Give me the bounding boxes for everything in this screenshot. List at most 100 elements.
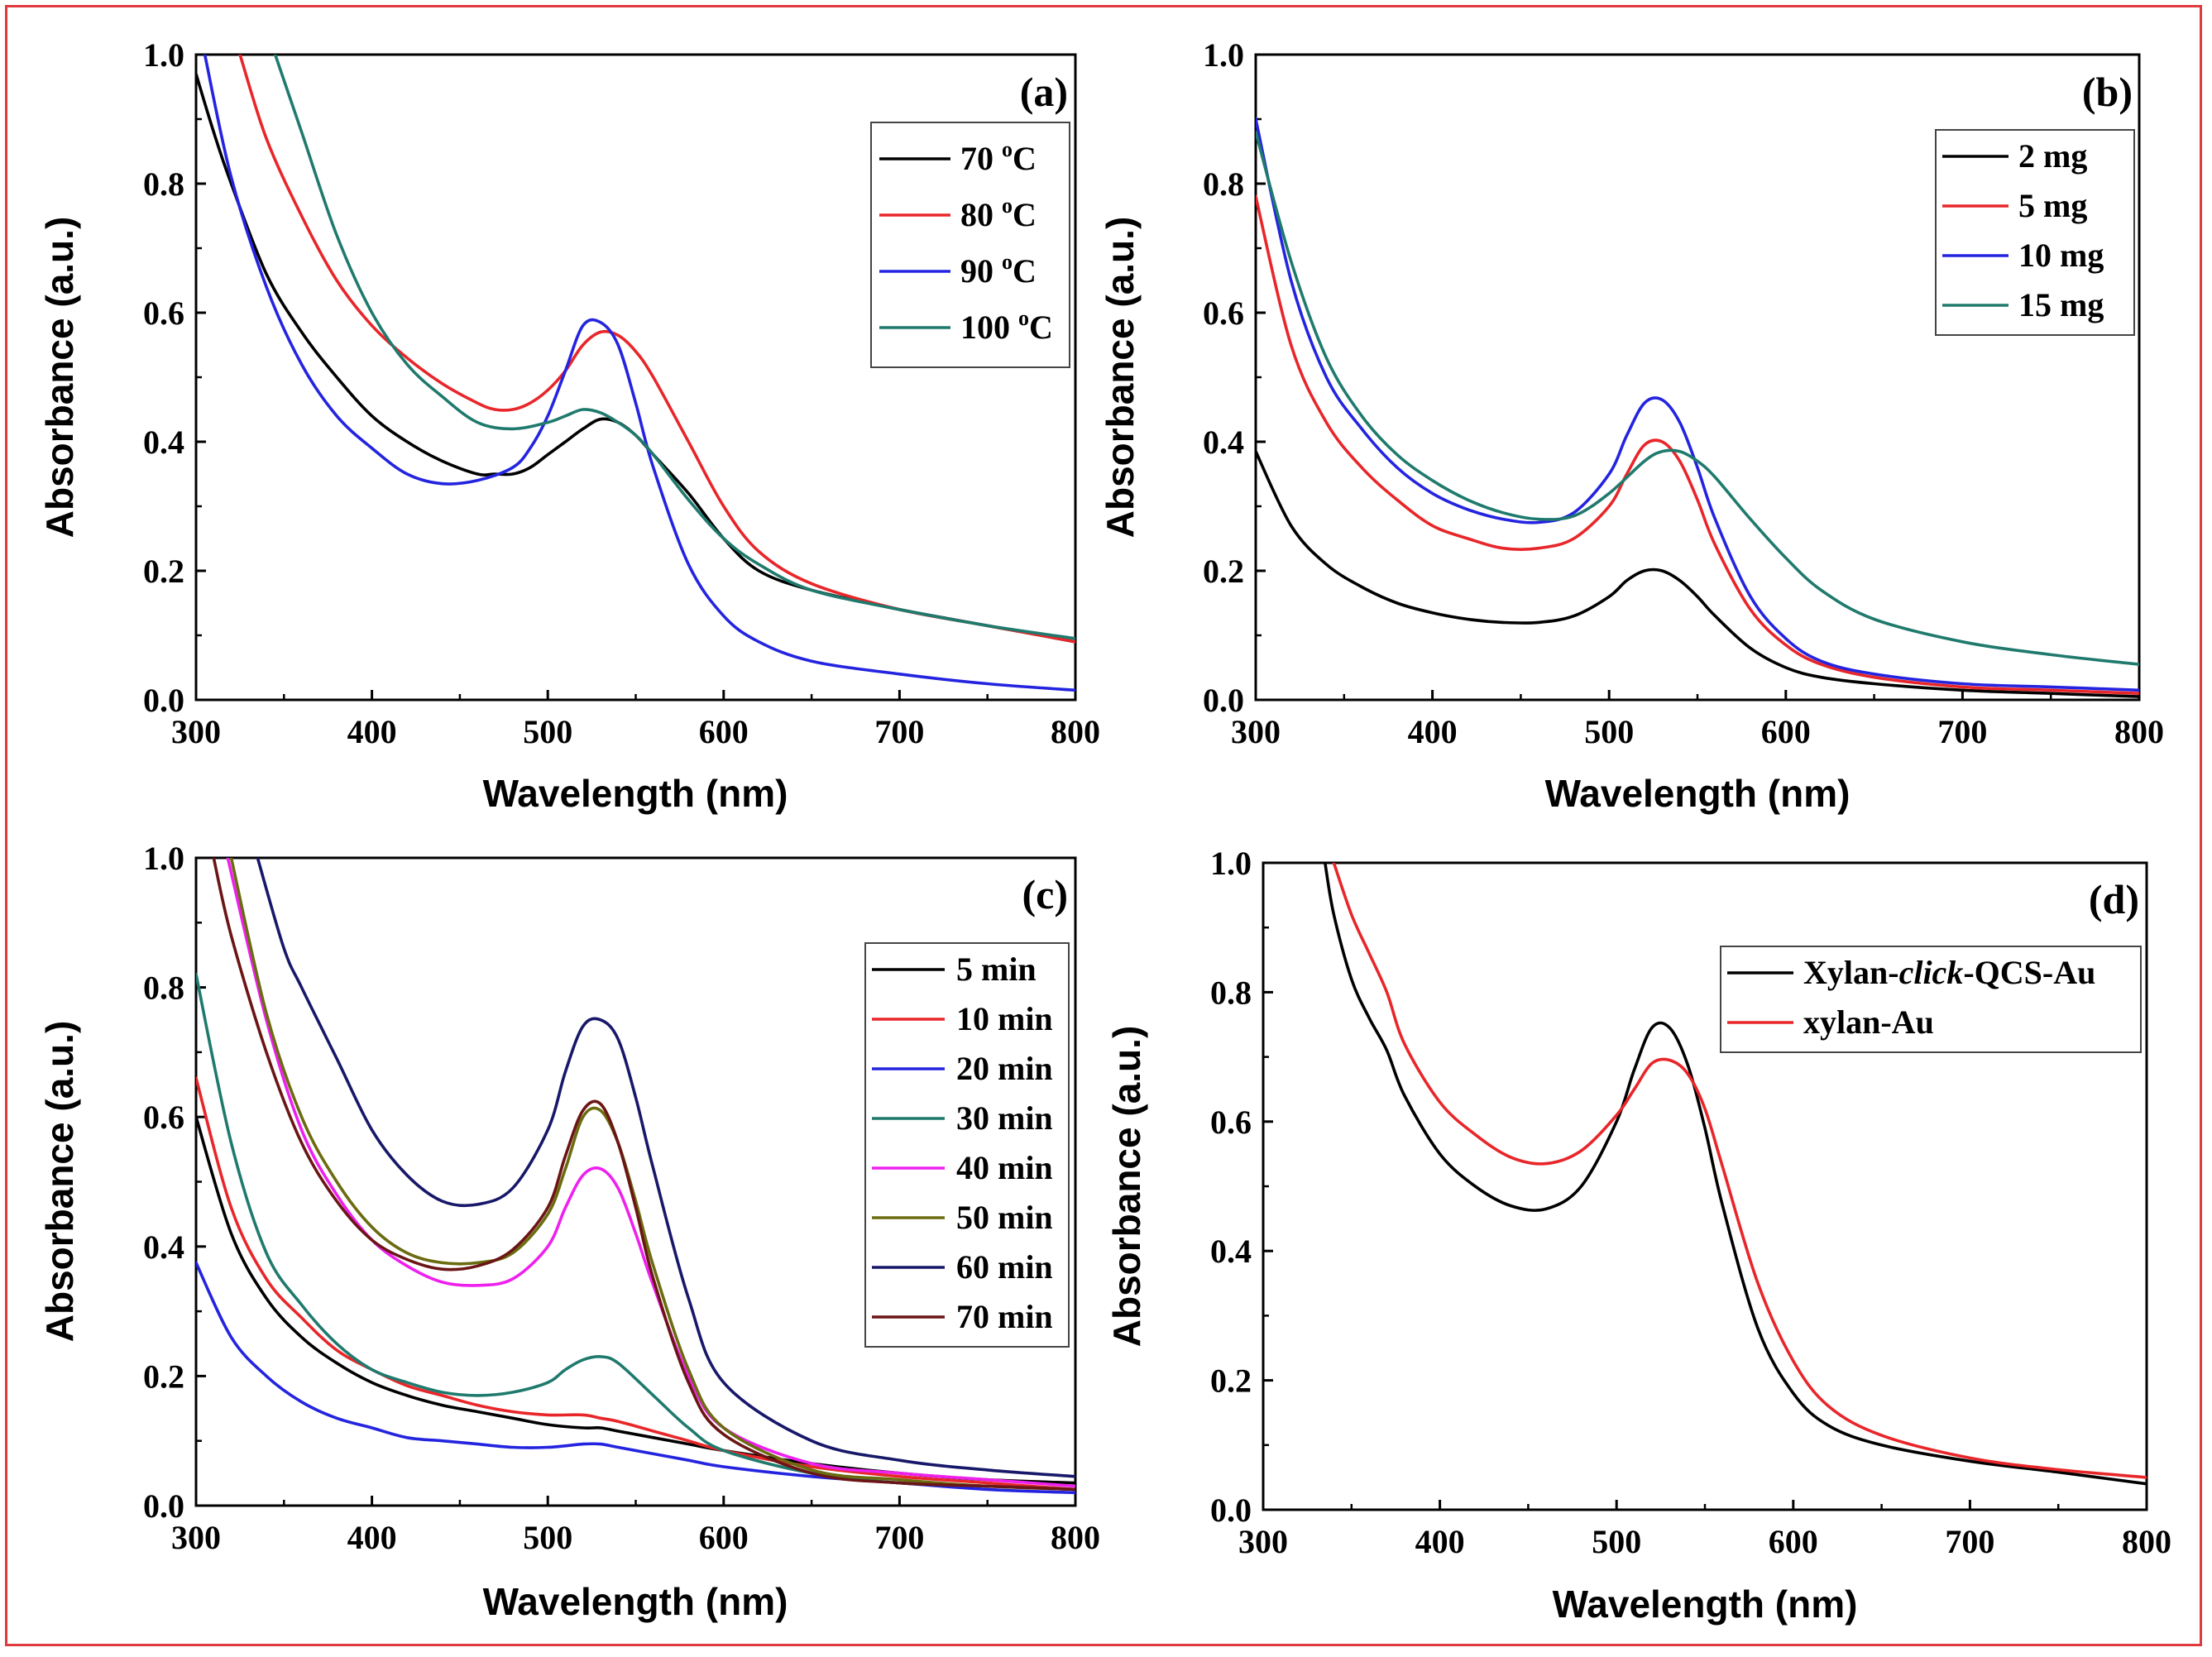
legend-label: 60 min [956, 1248, 1053, 1286]
x-axis-title: Wavelength (nm) [483, 1580, 788, 1623]
y-tick-label: 0.2 [1210, 1362, 1252, 1400]
series-line-15-mg [1256, 130, 2139, 666]
panel-b: Wavelength (nm) Absorbance (a.u.) (b) 30… [1099, 36, 2164, 815]
legend-label: 70 oC [960, 137, 1037, 177]
x-tick-label: 800 [1051, 713, 1100, 750]
x-tick-label: 300 [171, 1519, 221, 1556]
x-axis-title: Wavelength (nm) [1545, 772, 1851, 815]
x-tick-label: 700 [874, 713, 924, 750]
x-tick-label: 700 [874, 1519, 924, 1556]
y-tick-label: 0.6 [143, 295, 184, 332]
x-tick-label: 500 [1592, 1523, 1641, 1560]
series-line-40-min [226, 858, 1075, 1488]
x-tick-label: 400 [347, 1519, 397, 1556]
panel-label: (d) [2089, 876, 2139, 922]
panel-label: (a) [1020, 69, 1068, 115]
y-tick-label: 0.8 [143, 970, 184, 1007]
legend-label: 2 mg [2018, 137, 2087, 175]
x-tick-label: 300 [171, 713, 221, 750]
legend-box [864, 942, 1070, 1348]
x-tick-label: 500 [523, 713, 572, 750]
legend-label: 15 mg [2018, 286, 2104, 323]
y-tick-label: 0.2 [1203, 553, 1244, 590]
y-tick-label: 1.0 [143, 36, 184, 74]
legend: 2 mg 5 mg 10 mg 15 mg [1935, 129, 2135, 336]
y-axis-title: Absorbance (a.u.) [38, 1021, 81, 1343]
y-tick-label: 1.0 [1203, 36, 1244, 74]
panel-c: Wavelength (nm) Absorbance (a.u.) (c) 30… [38, 840, 1100, 1623]
legend-label: 50 min [956, 1199, 1053, 1236]
x-tick-label: 600 [699, 1519, 749, 1556]
y-tick-label: 0.4 [1203, 424, 1244, 461]
legend-label: 90 oC [960, 250, 1037, 290]
series-line-50-min [229, 858, 1075, 1492]
legend-label: 70 min [956, 1298, 1053, 1335]
legend-box [1720, 946, 2142, 1053]
y-tick-label: 0.0 [143, 1487, 184, 1525]
legend-label: 80 oC [960, 194, 1037, 233]
series-line-2-mg [1256, 449, 2139, 698]
legend-label: 40 min [956, 1149, 1053, 1186]
y-tick-label: 0.0 [1210, 1492, 1252, 1529]
x-tick-label: 800 [2114, 713, 2164, 750]
y-tick-label: 0.8 [143, 165, 184, 203]
series-group [1324, 863, 2147, 1486]
series-group [196, 55, 1075, 692]
legend: 5 min 10 min 20 min 30 min 40 min 50 min 60 mi… [864, 942, 1070, 1348]
y-tick-label: 1.0 [1210, 845, 1252, 882]
series-line-80-c [238, 55, 1075, 644]
series-line-xylan-click-qcs-au [1324, 863, 2147, 1486]
x-tick-label: 400 [1415, 1523, 1465, 1560]
y-tick-label: 0.4 [1210, 1233, 1252, 1270]
y-tick-label: 0.0 [1203, 682, 1244, 719]
x-tick-label: 700 [1945, 1523, 1994, 1560]
x-tick-label: 800 [1051, 1519, 1100, 1556]
series-line-5-mg [1256, 194, 2139, 695]
series-group [196, 858, 1075, 1495]
x-tick-label: 500 [1584, 713, 1634, 750]
legend-box [1935, 129, 2135, 336]
series-line-70-c [196, 72, 1075, 644]
x-tick-label: 600 [699, 713, 749, 750]
y-tick-label: 0.2 [143, 1358, 184, 1395]
figure-frame [5, 5, 2202, 1646]
x-tick-label: 300 [1238, 1523, 1288, 1560]
legend-label: 20 min [956, 1050, 1053, 1087]
series-line-70-min [212, 858, 1075, 1492]
series-line-100-c [273, 55, 1075, 640]
panel-a: Wavelength (nm) Absorbance (a.u.) (a) 30… [38, 36, 1100, 815]
y-tick-label: 0.6 [1210, 1104, 1252, 1141]
y-axis-title: Absorbance (a.u.) [1105, 1026, 1148, 1348]
x-tick-label: 500 [523, 1519, 572, 1556]
legend-label: 30 min [956, 1099, 1053, 1137]
x-tick-label: 300 [1231, 713, 1281, 750]
x-tick-label: 600 [1769, 1523, 1818, 1560]
x-tick-label: 800 [2122, 1523, 2171, 1560]
legend-label: 10 mg [2018, 237, 2104, 274]
y-tick-label: 0.4 [143, 1228, 184, 1266]
legend-label: xylan-Au [1803, 1003, 1934, 1041]
y-tick-label: 0.8 [1210, 974, 1252, 1011]
x-tick-label: 400 [1408, 713, 1458, 750]
series-line-60-min [256, 858, 1075, 1478]
legend-label: 10 min [956, 1000, 1053, 1037]
y-tick-label: 0.2 [143, 553, 184, 590]
legend: Xylan-click-QCS-Au xylan-Au [1720, 946, 2142, 1053]
series-line-10-mg [1256, 117, 2139, 692]
legend-label: Xylan-click-QCS-Au [1803, 954, 2095, 991]
legend-label: 5 mg [2018, 187, 2087, 224]
x-tick-label: 600 [1761, 713, 1811, 750]
panel-label: (b) [2082, 69, 2133, 115]
y-axis-title: Absorbance (a.u.) [1099, 217, 1142, 539]
y-tick-label: 0.4 [143, 424, 184, 461]
y-tick-label: 1.0 [143, 840, 184, 877]
series-line-10-min [196, 1076, 1075, 1492]
x-tick-label: 700 [1937, 713, 1987, 750]
y-tick-label: 0.8 [1203, 165, 1244, 203]
panel-label: (c) [1022, 871, 1069, 917]
panel-d: Wavelength (nm) Absorbance (a.u.) (d) 30… [1105, 845, 2171, 1626]
y-tick-label: 0.0 [143, 682, 184, 719]
series-line-90-c [203, 55, 1075, 692]
legend-label: 5 min [956, 951, 1037, 988]
